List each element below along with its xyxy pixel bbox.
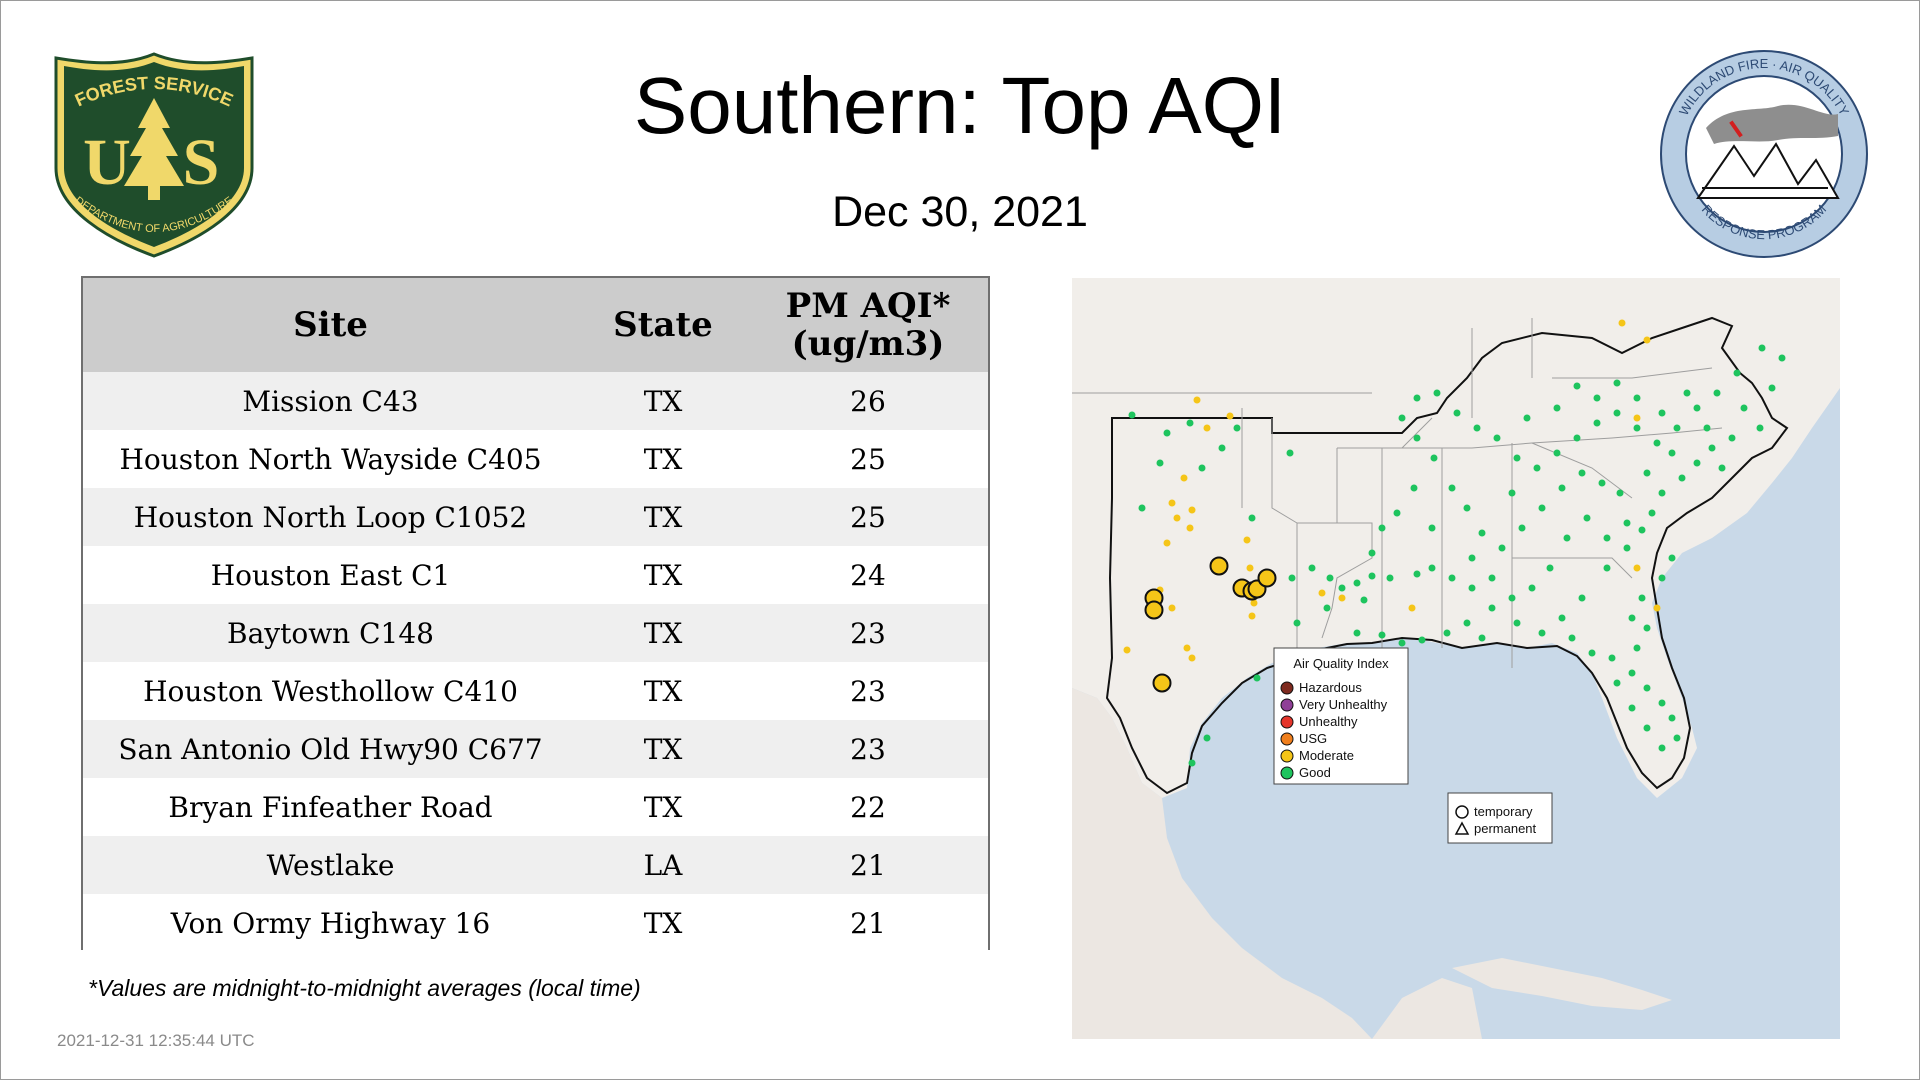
legend-label-moderate: Moderate [1299,748,1354,763]
cell-state: TX [643,500,683,534]
cell-state: TX [643,906,683,940]
cell-state: TX [643,674,683,708]
table-row: Baytown C148 TX 23 [83,604,988,662]
cell-site: Westlake [266,848,395,882]
column-header-aqi-line1: PM AQI* [785,286,951,326]
table-row: Bryan Finfeather Road TX 22 [83,778,988,836]
page-title: Southern: Top AQI [633,61,1287,150]
table-row: Houston Westhollow C410 TX 23 [83,662,988,720]
cell-state: TX [643,442,683,476]
legend-item-very-unhealthy: Very Unhealthy [1280,697,1388,712]
table-row: Houston East C1 TX 24 [83,546,988,604]
table-row: Westlake LA 21 [83,836,988,894]
cell-aqi: 25 [850,500,886,534]
legend-item-usg: USG [1280,731,1327,746]
moderate-temporary-monitors [1144,556,1277,693]
cell-state: TX [643,616,683,650]
legend-label-hazardous: Hazardous [1299,680,1362,695]
legend-label-very-unhealthy: Very Unhealthy [1299,697,1388,712]
us-land [1072,278,1840,798]
cell-aqi: 21 [850,906,886,940]
yucatan-land [1372,978,1482,1039]
legend-label-temporary: temporary [1474,804,1533,819]
cell-aqi: 26 [850,384,886,418]
cell-site: Houston North Wayside C405 [119,442,542,476]
cell-site: Bryan Finfeather Road [168,790,493,824]
cell-aqi: 24 [850,558,886,592]
cell-aqi: 23 [850,732,886,766]
column-header-state: State [613,305,713,345]
aqi-legend-title: Air Quality Index [1293,656,1389,671]
fs-letter-s: S [183,126,220,199]
column-header-aqi: PM AQI* (ug/m3) [748,278,988,372]
cell-site: Houston North Loop C1052 [133,500,528,534]
cell-site: Baytown C148 [227,616,434,650]
permanent-triangle-icon [1454,821,1470,835]
forest-service-logo: U S FOREST SERVICE DEPARTMENT OF AGRICUL… [50,50,258,260]
legend-item-good: Good [1280,765,1331,780]
table-row: Houston North Loop C1052 TX 25 [83,488,988,546]
legend-item-unhealthy: Unhealthy [1280,714,1358,729]
column-header-site: Site [293,305,368,345]
legend-item-moderate: Moderate [1280,748,1354,763]
southern-region-outline [1105,316,1789,795]
column-header-aqi-line2: (ug/m3) [791,324,945,364]
table-row: San Antonio Old Hwy90 C677 TX 23 [83,720,988,778]
good-monitors [1128,344,1786,767]
cell-aqi: 25 [850,442,886,476]
table-row: Houston North Wayside C405 TX 25 [83,430,988,488]
cell-state: TX [643,558,683,592]
cell-state: TX [643,384,683,418]
table-header-row: Site State PM AQI* (ug/m3) [83,278,988,372]
cell-site: San Antonio Old Hwy90 C677 [118,732,543,766]
legend-label-good: Good [1299,765,1331,780]
cuba-land [1452,958,1672,1010]
cell-state: TX [643,732,683,766]
table-row: Mission C43 TX 26 [83,372,988,430]
legend-label-unhealthy: Unhealthy [1299,714,1358,729]
aqi-legend: Air Quality Index Hazardous Very Unhealt… [1273,647,1409,785]
footnote: *Values are midnight-to-midnight average… [88,975,641,1001]
cell-aqi: 22 [850,790,886,824]
mexico-land [1072,688,1372,1039]
wildland-fire-logo: WILDLAND FIRE · AIR QUALITY RESPONSE PRO… [1658,48,1870,260]
cell-aqi: 21 [850,848,886,882]
cell-aqi: 23 [850,674,886,708]
cell-site: Mission C43 [242,384,419,418]
state-borders [1072,318,1723,668]
temporary-circle-icon [1455,805,1469,819]
cell-aqi: 23 [850,616,886,650]
cell-state: TX [643,790,683,824]
cell-state: LA [643,848,683,882]
moderate-monitors [1123,319,1661,662]
legend-item-hazardous: Hazardous [1280,680,1362,695]
aqi-table: Site State PM AQI* (ug/m3) Mission C43 T… [81,276,990,952]
cell-site: Houston Westhollow C410 [143,674,518,708]
legend-label-usg: USG [1299,731,1327,746]
aqi-monitor-map: Air Quality Index Hazardous Very Unhealt… [1072,278,1840,1039]
cell-site: Houston East C1 [210,558,451,592]
legend-label-permanent: permanent [1474,821,1537,836]
fs-letter-u: U [83,126,131,199]
monitor-type-legend: temporary permanent [1447,792,1553,844]
table-row: Von Ormy Highway 16 TX 21 [83,894,988,952]
timestamp: 2021-12-31 12:35:44 UTC [57,1031,255,1050]
cell-site: Von Ormy Highway 16 [170,906,491,940]
page-date: Dec 30, 2021 [832,188,1088,236]
